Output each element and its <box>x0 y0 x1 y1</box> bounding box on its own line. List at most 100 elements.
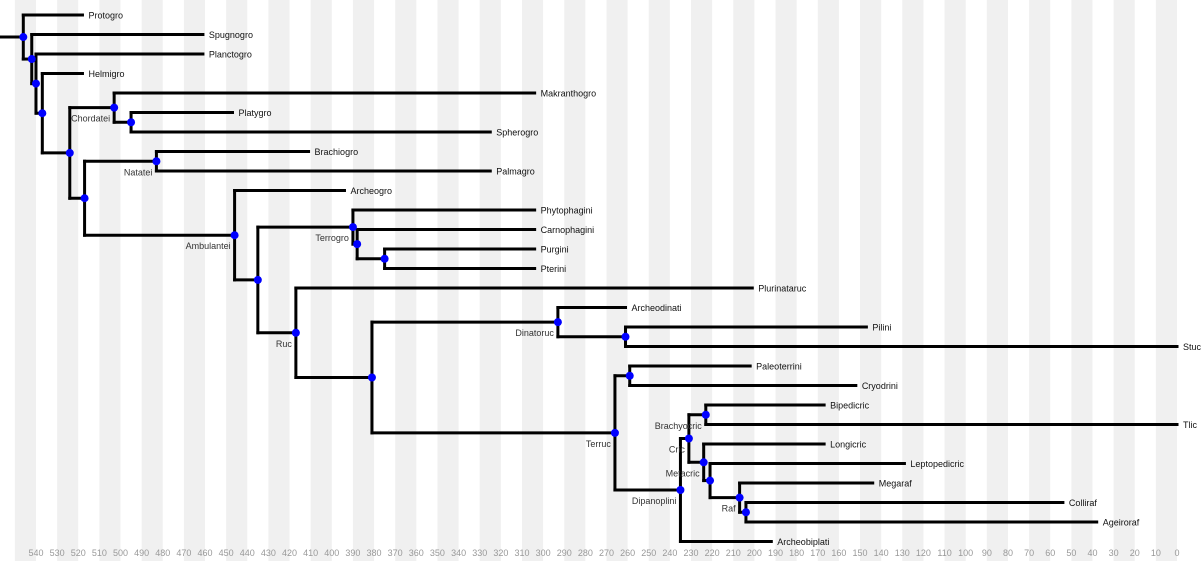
nodes <box>19 33 750 517</box>
tick-label: 240 <box>662 548 677 558</box>
node-dot <box>230 231 239 240</box>
branches <box>0 13 1179 543</box>
tip-label-longicric: Longicric <box>830 440 867 450</box>
tip-label-megaraf: Megaraf <box>879 479 913 489</box>
stripe <box>902 0 924 561</box>
tick-label: 490 <box>134 548 149 558</box>
stripe <box>310 0 332 561</box>
tip-label-protogro: Protogro <box>88 11 123 21</box>
tick-label: 540 <box>28 548 43 558</box>
tick-label: 420 <box>282 548 297 558</box>
node-dot <box>19 33 28 42</box>
clade-label-metacric: Metacric <box>666 468 701 478</box>
tick-label: 0 <box>1174 548 1179 558</box>
stripe <box>564 0 586 561</box>
tick-label: 350 <box>430 548 445 558</box>
node-dot <box>621 332 630 341</box>
tick-label: 50 <box>1066 548 1076 558</box>
tip-label-makranthogro: Makranthogro <box>541 89 597 99</box>
stripe <box>986 0 1008 561</box>
clade-label-cric: Cric <box>669 445 685 455</box>
node-dot <box>676 486 685 495</box>
tip-label-pilini: Pilini <box>872 323 891 333</box>
clade-label-terruc: Terruc <box>586 439 612 449</box>
tick-label: 460 <box>198 548 213 558</box>
node-dot <box>741 508 750 517</box>
tick-label: 440 <box>240 548 255 558</box>
tip-label-paleoterrini: Paleoterrini <box>756 362 802 372</box>
node-dot <box>380 254 389 263</box>
tip-label-stuc: Stuc <box>1183 342 1202 352</box>
tick-label: 180 <box>789 548 804 558</box>
stripe <box>57 0 79 561</box>
stripe <box>1155 0 1177 561</box>
tick-label: 40 <box>1087 548 1097 558</box>
tick-label: 380 <box>367 548 382 558</box>
node-dot <box>65 148 74 157</box>
tick-label: 430 <box>261 548 276 558</box>
tick-label: 200 <box>747 548 762 558</box>
tick-label: 130 <box>895 548 910 558</box>
tip-label-archeobiplati: Archeobiplati <box>777 537 829 547</box>
tick-label: 500 <box>113 548 128 558</box>
stripe <box>395 0 417 561</box>
stripe <box>944 0 966 561</box>
background-stripes <box>14 0 1177 561</box>
tip-label-archeogro: Archeogro <box>350 186 392 196</box>
stripe <box>352 0 375 561</box>
tip-label-pterini: Pterini <box>541 264 567 274</box>
tip-label-spherogro: Spherogro <box>496 128 538 138</box>
tick-label: 190 <box>768 548 783 558</box>
tick-label: 480 <box>155 548 170 558</box>
node-dot <box>735 493 744 502</box>
node-dot <box>80 194 89 203</box>
tip-label-spugnogro: Spugnogro <box>209 30 253 40</box>
tick-label: 70 <box>1024 548 1034 558</box>
tick-label: 410 <box>303 548 318 558</box>
tip-label-ageiroraf: Ageiroraf <box>1103 518 1140 528</box>
tick-label: 120 <box>916 548 931 558</box>
stripe <box>521 0 544 561</box>
tick-label: 160 <box>831 548 846 558</box>
tick-label: 400 <box>324 548 339 558</box>
tick-label: 150 <box>853 548 868 558</box>
node-dot <box>27 55 36 64</box>
labels: Protogro Spugnogro Planctogro Helmigro Makra… <box>71 11 1201 548</box>
tip-label-platygro: Platygro <box>238 108 271 118</box>
stripe <box>141 0 163 561</box>
tick-label: 510 <box>92 548 107 558</box>
clade-label-brachyocric: Brachyocric <box>655 421 703 431</box>
stripe <box>648 0 670 561</box>
clade-label-natatei: Natatei <box>124 167 153 177</box>
tick-label: 20 <box>1130 548 1140 558</box>
node-dot <box>699 458 708 467</box>
clade-label-dinatoruc: Dinatoruc <box>515 328 554 338</box>
tick-label: 370 <box>388 548 403 558</box>
node-dot <box>152 157 161 166</box>
stripe <box>1113 0 1135 561</box>
tip-label-bipedicric: Bipedicric <box>830 401 870 411</box>
tip-label-palmagro: Palmagro <box>496 167 535 177</box>
tip-label-tlic: Tlic <box>1183 420 1197 430</box>
node-dot <box>353 240 362 249</box>
node-dot <box>367 373 376 382</box>
node-dot <box>706 476 715 485</box>
stripe <box>1029 0 1051 561</box>
tick-label: 270 <box>599 548 614 558</box>
node-dot <box>610 428 619 437</box>
stripe <box>268 0 290 561</box>
stripe <box>733 0 755 561</box>
tick-label: 10 <box>1151 548 1161 558</box>
tip-label-brachiogro: Brachiogro <box>315 147 359 157</box>
tip-label-planctogro: Planctogro <box>209 50 252 60</box>
node-dot <box>553 318 562 327</box>
stripe <box>14 0 36 561</box>
node-dot <box>127 118 136 127</box>
tick-label: 80 <box>1003 548 1013 558</box>
clade-label-dipanoplini: Dipanoplini <box>632 496 677 506</box>
tick-label: 360 <box>409 548 424 558</box>
tip-label-helmigro: Helmigro <box>88 69 124 79</box>
node-dot <box>291 328 300 337</box>
